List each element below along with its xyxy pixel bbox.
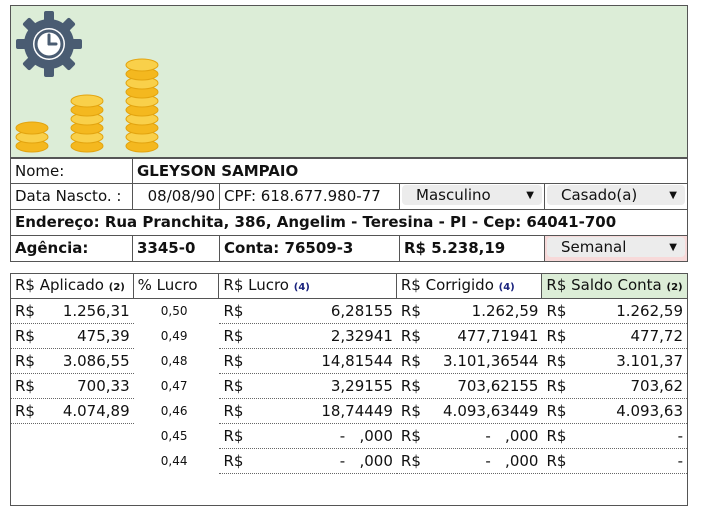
header-pct-lucro: % Lucro: [134, 274, 220, 298]
header-lucro: R$ Lucro (4): [219, 274, 397, 298]
table-row: R$ 700,33 0,47 R$ 3,29155 R$ 703,62155 R$ 703,62: [11, 374, 687, 399]
lucro-cell: R$ 6,28155: [219, 299, 397, 324]
pct-cell: 0,44: [160, 454, 188, 468]
saldo-cell: R$ 3.101,37: [542, 349, 687, 374]
saldo-cell: R$ 703,62: [542, 374, 687, 399]
agency-value: 3345-0: [133, 236, 220, 261]
lucro-cell: R$ 14,81544: [219, 349, 397, 374]
aplicado-cell: R$ 3.086,55: [11, 349, 134, 374]
address-row: Endereço: Rua Pranchita, 386, Angelim - …: [10, 210, 688, 236]
table-row: 0,45 R$ - ,000 R$ - ,000 R$ -: [11, 424, 687, 449]
header-corrigido: R$ Corrigido (4): [397, 274, 543, 298]
account-value: Conta: 76509-3: [220, 236, 400, 261]
marital-dropdown[interactable]: Casado(a) ▼: [547, 185, 685, 205]
corrigido-cell: R$ - ,000: [396, 424, 543, 449]
gear-clock-icon: [16, 11, 82, 77]
corrigido-cell: R$ - ,000: [396, 449, 543, 474]
aplicado-cell: [11, 424, 134, 449]
aplicado-cell: R$ 475,39: [11, 324, 134, 349]
corrigido-cell: R$ 3.101,36544: [396, 349, 543, 374]
coins-gear-illustration: [15, 11, 159, 153]
name-label: Nome:: [11, 159, 133, 183]
aplicado-cell: [11, 449, 134, 474]
table-row: 0,44 R$ - ,000 R$ - ,000 R$ -: [11, 449, 687, 474]
agency-label: Agência:: [11, 236, 133, 261]
marital-value: Casado(a): [561, 185, 638, 204]
lucro-cell: R$ - ,000: [219, 449, 397, 474]
pct-cell: 0,46: [160, 404, 188, 418]
balance-value: R$ 5.238,19: [400, 236, 545, 261]
header-banner: [10, 5, 688, 158]
aplicado-cell: R$ 1.256,31: [11, 299, 134, 324]
birth-row: Data Nascto. : 08/08/90 CPF: 618.677.980…: [10, 184, 688, 210]
table-row: R$ 3.086,55 0,48 R$ 14,81544 R$ 3.101,36544 R$ 3…: [11, 349, 687, 374]
account-row: Agência: 3345-0 Conta: 76509-3 R$ 5.238,…: [10, 236, 688, 262]
frequency-value: Semanal: [561, 237, 627, 256]
pct-cell: 0,47: [160, 379, 188, 393]
pct-cell: 0,49: [160, 329, 188, 343]
lucro-cell: R$ 2,32941: [219, 324, 397, 349]
lucro-cell: R$ 18,74449: [219, 399, 397, 424]
pct-cell: 0,45: [160, 429, 188, 443]
gender-dropdown[interactable]: Masculino ▼: [402, 185, 542, 205]
pct-cell: 0,48: [160, 354, 188, 368]
corrigido-cell: R$ 703,62155: [396, 374, 543, 399]
coin-stack-medium-icon: [70, 94, 104, 153]
name-value: GLEYSON SAMPAIO: [137, 162, 299, 180]
investment-table: R$ Aplicado (2) % Lucro R$ Lucro (4) R$ …: [10, 273, 688, 506]
table-header: R$ Aplicado (2) % Lucro R$ Lucro (4) R$ …: [11, 274, 687, 299]
aplicado-cell: R$ 700,33: [11, 374, 134, 399]
chevron-down-icon: ▼: [526, 189, 534, 201]
frequency-cell: Semanal ▼: [545, 236, 687, 261]
birth-value: 08/08/90: [133, 184, 220, 209]
corrigido-cell: R$ 477,71941: [396, 324, 543, 349]
marital-cell: Casado(a) ▼: [545, 184, 687, 209]
coin-stack-small-icon: [15, 121, 49, 153]
pct-cell: 0,50: [160, 304, 188, 318]
name-row: Nome: GLEYSON SAMPAIO: [10, 158, 688, 184]
saldo-cell: R$ 477,72: [542, 324, 687, 349]
gender-value: Masculino: [416, 185, 491, 204]
chevron-down-icon: ▼: [669, 241, 677, 253]
table-row: R$ 1.256,31 0,50 R$ 6,28155 R$ 1.262,59 R$ 1.262…: [11, 299, 687, 324]
table-row: R$ 475,39 0,49 R$ 2,32941 R$ 477,71941 R$ 477,72: [11, 324, 687, 349]
saldo-cell: R$ 4.093,63: [542, 399, 687, 424]
address-value: Endereço: Rua Pranchita, 386, Angelim - …: [15, 213, 617, 231]
chevron-down-icon: ▼: [669, 189, 677, 201]
header-aplicado: R$ Aplicado (2): [11, 274, 134, 298]
lucro-cell: R$ 3,29155: [219, 374, 397, 399]
coin-stack-large-icon: [125, 58, 159, 153]
frequency-dropdown[interactable]: Semanal ▼: [547, 237, 685, 257]
birth-label: Data Nascto. :: [11, 184, 133, 209]
aplicado-cell: R$ 4.074,89: [11, 399, 134, 424]
table-row: R$ 4.074,89 0,46 R$ 18,74449 R$ 4.093,63449 R$ 4…: [11, 399, 687, 424]
gender-cell: Masculino ▼: [400, 184, 545, 209]
header-saldo-conta: R$ Saldo Conta (2): [542, 274, 687, 298]
table-body: R$ 1.256,31 0,50 R$ 6,28155 R$ 1.262,59 R$ 1.262…: [11, 299, 687, 474]
customer-form: Nome: GLEYSON SAMPAIO Data Nascto. : 08/…: [10, 158, 688, 262]
lucro-cell: R$ - ,000: [219, 424, 397, 449]
saldo-cell: R$ -: [542, 449, 687, 474]
saldo-cell: R$ 1.262,59: [542, 299, 687, 324]
cpf-value: CPF: 618.677.980-77: [220, 184, 400, 209]
saldo-cell: R$ -: [542, 424, 687, 449]
corrigido-cell: R$ 4.093,63449: [396, 399, 543, 424]
corrigido-cell: R$ 1.262,59: [396, 299, 543, 324]
